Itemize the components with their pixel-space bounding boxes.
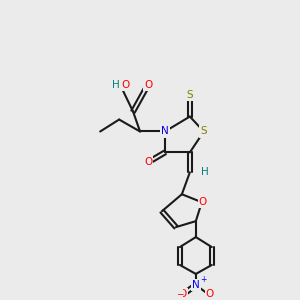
Text: N: N (161, 127, 169, 136)
Text: O: O (179, 289, 187, 299)
Text: −: − (176, 289, 183, 298)
Text: H: H (201, 167, 209, 177)
Text: O: O (206, 289, 214, 299)
Text: N: N (192, 280, 200, 290)
Text: O: O (144, 80, 152, 90)
Text: S: S (187, 90, 193, 100)
Text: O: O (121, 80, 129, 90)
Text: H: H (112, 80, 120, 90)
Text: O: O (144, 158, 152, 167)
Text: O: O (199, 197, 207, 207)
Text: +: + (200, 275, 206, 284)
Text: S: S (200, 127, 207, 136)
